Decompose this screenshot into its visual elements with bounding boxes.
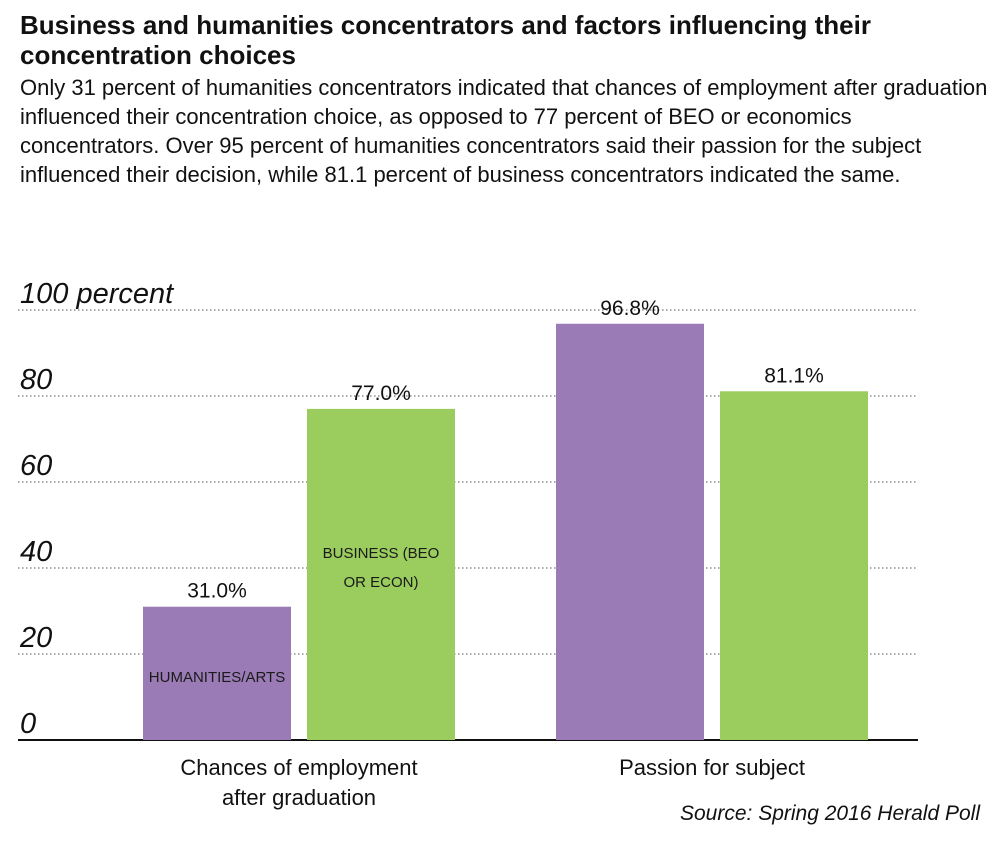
data-label: 77.0% xyxy=(351,382,411,405)
y-tick-label: 80 xyxy=(20,364,52,396)
labels: 0 20 40 60 80 100 percent 31.0% 96.8% 77.0% 81.1%… xyxy=(19,278,824,810)
bar-humanities-1 xyxy=(556,323,704,740)
bars xyxy=(143,323,868,740)
y-tick-label: 40 xyxy=(20,536,52,568)
chart-subtitle: Only 31 percent of humanities concentrat… xyxy=(20,75,988,187)
data-label: 96.8% xyxy=(600,297,660,320)
series-label: HUMANITIES/ARTS xyxy=(149,669,285,686)
category-label: Passion for subject xyxy=(619,755,805,780)
bar-business-0 xyxy=(307,408,455,740)
bar-humanities-0 xyxy=(143,606,291,740)
chart-title: Business and humanities concentrators an… xyxy=(20,10,871,70)
category-label: after graduation xyxy=(222,785,376,810)
y-tick-label: 100 percent xyxy=(20,278,175,310)
data-label: 31.0% xyxy=(187,580,247,603)
source-note: Source: Spring 2016 Herald Poll xyxy=(679,802,980,825)
series-label: OR ECON) xyxy=(344,574,419,591)
category-label: Chances of employment xyxy=(180,755,417,780)
y-tick-label: 60 xyxy=(20,450,52,482)
series-label: BUSINESS (BEO xyxy=(323,545,440,562)
y-tick-label: 0 xyxy=(20,708,36,740)
data-label: 81.1% xyxy=(764,364,824,387)
y-tick-label: 20 xyxy=(19,622,52,654)
bar-business-1 xyxy=(720,391,868,740)
